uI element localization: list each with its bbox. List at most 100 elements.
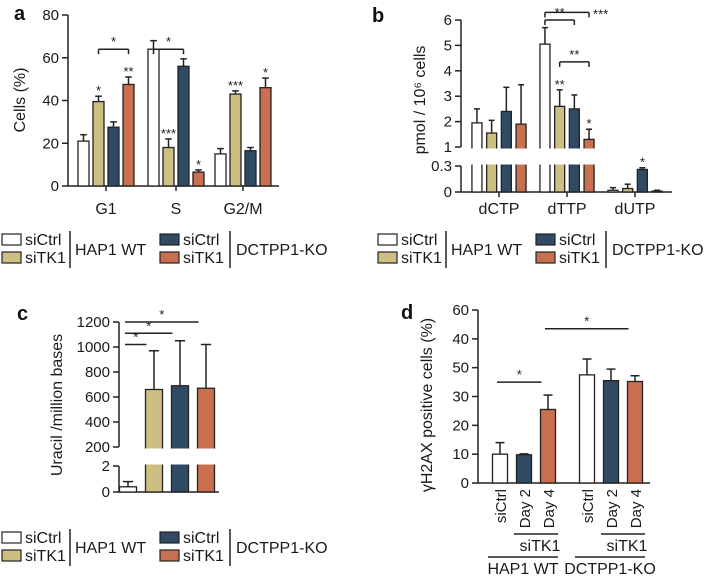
bar	[196, 387, 216, 493]
legend-swatch	[377, 251, 398, 264]
legend-swatch	[1, 233, 22, 246]
bar	[122, 83, 135, 187]
significance-star: *	[517, 367, 522, 382]
x-category-label: G1	[95, 201, 116, 218]
legend-group: HAP1 WT	[75, 242, 146, 259]
significance-star: *	[584, 314, 589, 329]
y-tick-label: 30	[452, 389, 469, 406]
y-tick-label: 1000	[77, 339, 110, 356]
significance-star: *	[133, 330, 138, 345]
bar	[177, 65, 190, 187]
legend-label: siCtrl	[183, 530, 219, 547]
legend-swatch	[1, 549, 22, 562]
panel-label: d	[401, 302, 413, 324]
panel-label: a	[14, 3, 26, 25]
legend-group: HAP1 WT	[451, 242, 522, 259]
x-bar-label: Day 2	[604, 489, 621, 528]
x-bar-label: Day 4	[541, 489, 558, 528]
y-tick-label: 60	[452, 302, 469, 319]
y-tick-label: 0	[444, 184, 452, 201]
significance-star: *	[587, 116, 592, 131]
bar	[92, 100, 105, 187]
legend-label: siTK1	[25, 250, 66, 267]
significance-star: ***	[228, 78, 243, 93]
x-category-label: G2/M	[223, 201, 262, 218]
significance-star: *	[159, 307, 164, 322]
legend-label: siCtrl	[25, 232, 61, 249]
bar	[170, 385, 190, 493]
bar	[192, 171, 205, 187]
bar	[229, 93, 242, 187]
legend-group: DCTPP1-KO	[236, 242, 328, 259]
bar	[539, 43, 551, 193]
significance-star: *	[196, 157, 201, 172]
significance-star: *	[166, 34, 171, 49]
bar	[607, 189, 619, 193]
bar	[107, 126, 120, 187]
y-tick-label: 4	[444, 63, 452, 80]
significance-star: *	[263, 65, 268, 80]
y-tick-label: 0	[102, 484, 110, 501]
y-tick-label: 0.3	[431, 158, 452, 175]
bar	[622, 187, 634, 193]
subgroup-label: siTK1	[607, 538, 648, 555]
y-tick-label: 1	[444, 139, 452, 156]
panel-b: b pmol / 10⁶ cells 0 0.3 1 2 3 4 5 6 dCTP dTTP dUTP *…	[372, 5, 674, 218]
legend-label: siCtrl	[559, 232, 595, 249]
y-axis-label: Cells (%)	[12, 68, 29, 133]
legend-label: siTK1	[183, 548, 224, 565]
legend-swatch	[159, 549, 180, 562]
x-category-label: dCTP	[479, 201, 520, 218]
axis-break-gap	[121, 448, 221, 465]
y-tick-label: 2	[102, 458, 110, 475]
y-tick-label: 600	[85, 389, 110, 406]
bar	[636, 168, 648, 193]
significance-star: **	[569, 47, 579, 62]
legend-swatch	[159, 531, 180, 544]
y-tick-label: 5	[444, 37, 452, 54]
x-category-label: dUTP	[615, 201, 656, 218]
significance-star: ***	[161, 126, 176, 141]
y-tick-label: 10	[452, 446, 469, 463]
legend-swatch	[535, 251, 556, 264]
bar	[244, 150, 257, 187]
y-tick-label: 60	[42, 50, 59, 67]
legend-swatch	[159, 251, 180, 264]
y-tick-label: 40	[42, 93, 59, 110]
significance-star: **	[555, 5, 565, 20]
significance-star: *	[640, 155, 645, 170]
bar	[651, 190, 663, 193]
x-bar-label: siCtrl	[493, 489, 510, 523]
bar	[77, 140, 90, 187]
legend-swatch	[377, 233, 398, 246]
y-tick-label: 3	[444, 88, 452, 105]
legend-label: siTK1	[401, 250, 442, 267]
panel-label: b	[372, 5, 384, 27]
y-tick-label: 0	[51, 178, 59, 195]
significance-star: *	[111, 34, 116, 49]
legend-swatch	[1, 251, 22, 264]
bar	[118, 486, 138, 493]
y-tick-label: 20	[42, 135, 59, 152]
legend-label: siCtrl	[401, 232, 437, 249]
bar	[626, 380, 644, 484]
legend-label: siTK1	[25, 548, 66, 565]
bar	[515, 454, 533, 484]
y-tick-label: 800	[85, 364, 110, 381]
bar	[578, 374, 596, 484]
y-tick-label: 80	[42, 7, 59, 24]
bar	[162, 146, 175, 187]
y-tick-label: 400	[85, 414, 110, 431]
bar	[144, 388, 164, 493]
x-category-label: S	[171, 201, 182, 218]
x-category-label: dTTP	[547, 201, 586, 218]
bar	[583, 138, 595, 193]
group-label: DCTPP1-KO	[564, 561, 656, 577]
significance-star: ***	[593, 6, 608, 21]
panel-label: c	[17, 303, 28, 325]
legend-swatch	[159, 233, 180, 246]
panel-c: c Uracil /million bases 0 2 200 400 600 800 1000…	[17, 303, 221, 501]
